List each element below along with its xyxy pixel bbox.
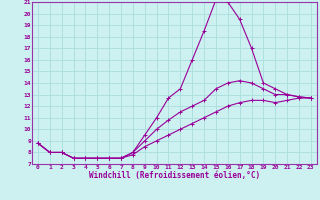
- X-axis label: Windchill (Refroidissement éolien,°C): Windchill (Refroidissement éolien,°C): [89, 171, 260, 180]
